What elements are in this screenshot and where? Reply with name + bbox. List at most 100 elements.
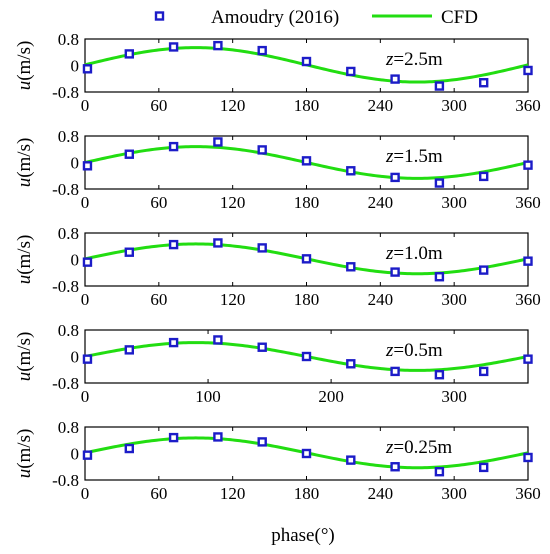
amoudry-point bbox=[124, 149, 135, 159]
x-tick-label: 120 bbox=[220, 96, 246, 115]
y-tick-label: 0.8 bbox=[58, 418, 79, 437]
legend-marker-amoudry bbox=[154, 11, 165, 21]
amoudry-point bbox=[479, 78, 489, 88]
x-tick-label: 360 bbox=[515, 290, 541, 309]
amoudry-point bbox=[346, 66, 356, 77]
amoudry-point bbox=[479, 366, 489, 377]
amoudry-point bbox=[390, 462, 400, 472]
x-tick-label: 60 bbox=[150, 193, 167, 212]
amoudry-point bbox=[390, 172, 400, 183]
amoudry-point bbox=[301, 56, 312, 67]
y-tick-label: 0.8 bbox=[58, 30, 79, 49]
amoudry-point bbox=[301, 254, 312, 264]
amoudry-point bbox=[390, 74, 400, 84]
legend-label-amoudry: Amoudry (2016) bbox=[211, 7, 339, 28]
x-tick-label: 180 bbox=[294, 96, 320, 115]
depth-annotation: z=1.5m bbox=[385, 146, 443, 167]
amoudry-point bbox=[434, 81, 445, 91]
amoudry-point bbox=[82, 161, 93, 171]
y-axis-label: u(m/s) bbox=[14, 235, 35, 285]
amoudry-point bbox=[523, 452, 533, 463]
amoudry-point bbox=[213, 40, 223, 51]
x-tick-label: 60 bbox=[150, 290, 167, 309]
x-tick-label: 180 bbox=[294, 484, 320, 503]
x-tick-label: 360 bbox=[515, 193, 541, 212]
amoudry-point bbox=[257, 145, 267, 155]
amoudry-point bbox=[257, 437, 267, 447]
amoudry-point bbox=[301, 156, 312, 166]
y-tick-label: 0 bbox=[71, 445, 80, 464]
amoudry-point bbox=[168, 432, 179, 443]
x-tick-label: 120 bbox=[220, 484, 246, 503]
amoudry-point bbox=[434, 370, 445, 380]
x-tick-label: 240 bbox=[368, 96, 394, 115]
x-tick-label: 120 bbox=[220, 290, 246, 309]
amoudry-point bbox=[434, 178, 445, 188]
x-tick-label: 300 bbox=[441, 193, 467, 212]
x-tick-label: 300 bbox=[441, 387, 467, 406]
y-tick-label: 0.8 bbox=[58, 127, 79, 146]
amoudry-point bbox=[434, 467, 445, 477]
amoudry-point bbox=[82, 354, 93, 364]
amoudry-point bbox=[213, 335, 223, 345]
legend: Amoudry (2016) CFD bbox=[154, 7, 478, 28]
amoudry-point bbox=[213, 432, 223, 442]
x-tick-label: 240 bbox=[368, 484, 394, 503]
amoudry-point bbox=[479, 462, 489, 473]
x-axis-label: phase(°) bbox=[271, 525, 335, 546]
x-tick-label: 300 bbox=[441, 96, 467, 115]
amoudry-point bbox=[390, 366, 400, 377]
x-tick-label: 360 bbox=[515, 96, 541, 115]
amoudry-point bbox=[168, 141, 179, 152]
depth-annotation: z=0.5m bbox=[385, 340, 443, 361]
x-tick-label: 0 bbox=[81, 290, 90, 309]
x-tick-label: 200 bbox=[318, 387, 344, 406]
x-tick-label: 0 bbox=[81, 96, 90, 115]
x-tick-label: 180 bbox=[294, 290, 320, 309]
y-tick-label: 0 bbox=[71, 251, 80, 270]
depth-annotation: z=1.0m bbox=[385, 243, 443, 264]
y-tick-label: -0.8 bbox=[52, 83, 79, 102]
depth-annotation: z=2.5m bbox=[385, 49, 443, 70]
x-tick-label: 100 bbox=[195, 387, 221, 406]
y-axis-label: u(m/s) bbox=[14, 332, 35, 382]
y-tick-label: 0.8 bbox=[58, 224, 79, 243]
x-tick-label: 240 bbox=[368, 290, 394, 309]
amoudry-point bbox=[213, 238, 223, 248]
amoudry-point bbox=[82, 257, 93, 267]
amoudry-point bbox=[168, 42, 179, 52]
y-tick-label: 0 bbox=[71, 57, 80, 76]
amoudry-point bbox=[213, 137, 223, 147]
amoudry-point bbox=[479, 171, 489, 182]
amoudry-point bbox=[523, 256, 533, 266]
x-tick-label: 0 bbox=[81, 387, 90, 406]
amoudry-point bbox=[346, 455, 356, 465]
y-tick-label: -0.8 bbox=[52, 180, 79, 199]
x-tick-label: 240 bbox=[368, 193, 394, 212]
amoudry-point bbox=[523, 65, 533, 76]
depth-annotation: z=0.25m bbox=[385, 437, 452, 458]
x-tick-label: 60 bbox=[150, 484, 167, 503]
amoudry-point bbox=[124, 345, 135, 355]
y-axis-label: u(m/s) bbox=[14, 429, 35, 479]
legend-label-cfd: CFD bbox=[441, 7, 478, 28]
y-tick-label: 0 bbox=[71, 348, 80, 367]
amoudry-point bbox=[168, 337, 179, 348]
amoudry-point bbox=[168, 239, 179, 250]
y-tick-label: -0.8 bbox=[52, 277, 79, 296]
x-tick-label: 0 bbox=[81, 484, 90, 503]
amoudry-point bbox=[346, 359, 356, 369]
y-tick-label: -0.8 bbox=[52, 374, 79, 393]
amoudry-point bbox=[301, 448, 312, 459]
x-tick-label: 0 bbox=[81, 193, 90, 212]
y-axis-label: u(m/s) bbox=[14, 41, 35, 91]
amoudry-point bbox=[390, 267, 400, 277]
amoudry-point bbox=[301, 351, 312, 362]
